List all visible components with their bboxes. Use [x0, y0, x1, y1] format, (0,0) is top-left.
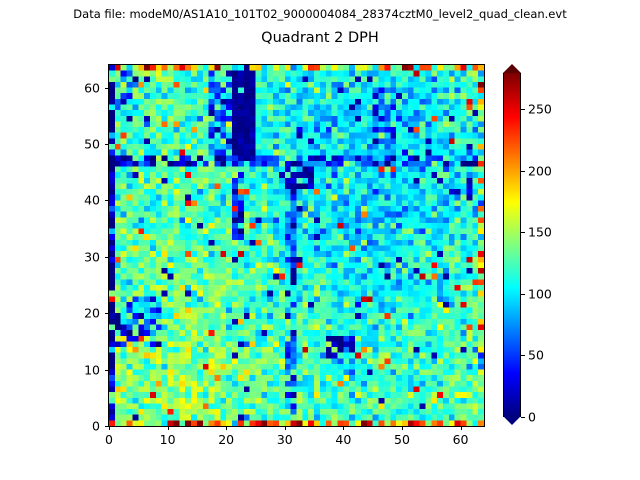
x-tick-label: 40	[335, 432, 352, 447]
colorbar-extend-min-arrow-icon	[503, 416, 521, 425]
colorbar-tick-label: 50	[528, 347, 544, 363]
page-title: Quadrant 2 DPH	[261, 30, 379, 46]
x-tick-mark	[401, 426, 403, 430]
colorbar-tick-mark	[521, 355, 525, 357]
y-tick-mark	[104, 143, 108, 145]
colorbar-tick-label: 100	[528, 286, 552, 302]
y-tick-mark	[104, 200, 108, 202]
colorbar-tick-mark	[521, 109, 525, 111]
colorbar-tick-mark	[521, 232, 525, 234]
colorbar-tick-label: 250	[528, 101, 552, 117]
y-tick-mark	[104, 313, 108, 315]
y-tick-label: 30	[84, 249, 100, 265]
colorbar-tick-label: 200	[528, 163, 552, 179]
x-tick-mark	[460, 426, 462, 430]
heatmap-axes	[108, 64, 485, 427]
x-tick-mark	[109, 426, 110, 430]
y-tick-mark	[104, 256, 108, 258]
x-tick-mark	[167, 426, 169, 430]
colorbar-tick-mark	[521, 293, 525, 295]
x-tick-mark	[343, 426, 345, 430]
data-file-suptitle: Data file: modeM0/AS1A10_101T02_90000040…	[73, 7, 567, 21]
colorbar-tick-mark	[521, 416, 525, 418]
colorbar-tick-label: 0	[528, 409, 536, 424]
y-tick-mark	[104, 87, 108, 89]
y-tick-label: 40	[84, 192, 100, 208]
x-tick-label: 0	[105, 432, 113, 447]
colorbar-body	[503, 72, 521, 417]
x-tick-label: 30	[276, 432, 293, 447]
x-tick-label: 10	[159, 432, 176, 447]
x-tick-label: 20	[218, 432, 235, 447]
y-tick-label: 0	[92, 418, 100, 434]
colorbar-extend-max-arrow-icon	[503, 64, 521, 73]
x-tick-label: 50	[394, 432, 410, 447]
colorbar-gradient	[504, 72, 520, 417]
x-tick-mark	[284, 426, 286, 430]
y-tick-label: 20	[84, 305, 100, 321]
x-tick-label: 60	[452, 432, 469, 447]
y-tick-mark	[104, 426, 108, 427]
colorbar	[503, 64, 521, 425]
colorbar-tick-mark	[521, 170, 525, 172]
y-tick-label: 50	[84, 136, 100, 152]
detector-heatmap-image	[109, 65, 484, 426]
colorbar-tick-label: 150	[528, 224, 552, 240]
y-tick-mark	[104, 369, 108, 371]
y-tick-label: 10	[84, 362, 100, 378]
y-tick-label: 60	[84, 80, 100, 96]
x-tick-mark	[226, 426, 228, 430]
